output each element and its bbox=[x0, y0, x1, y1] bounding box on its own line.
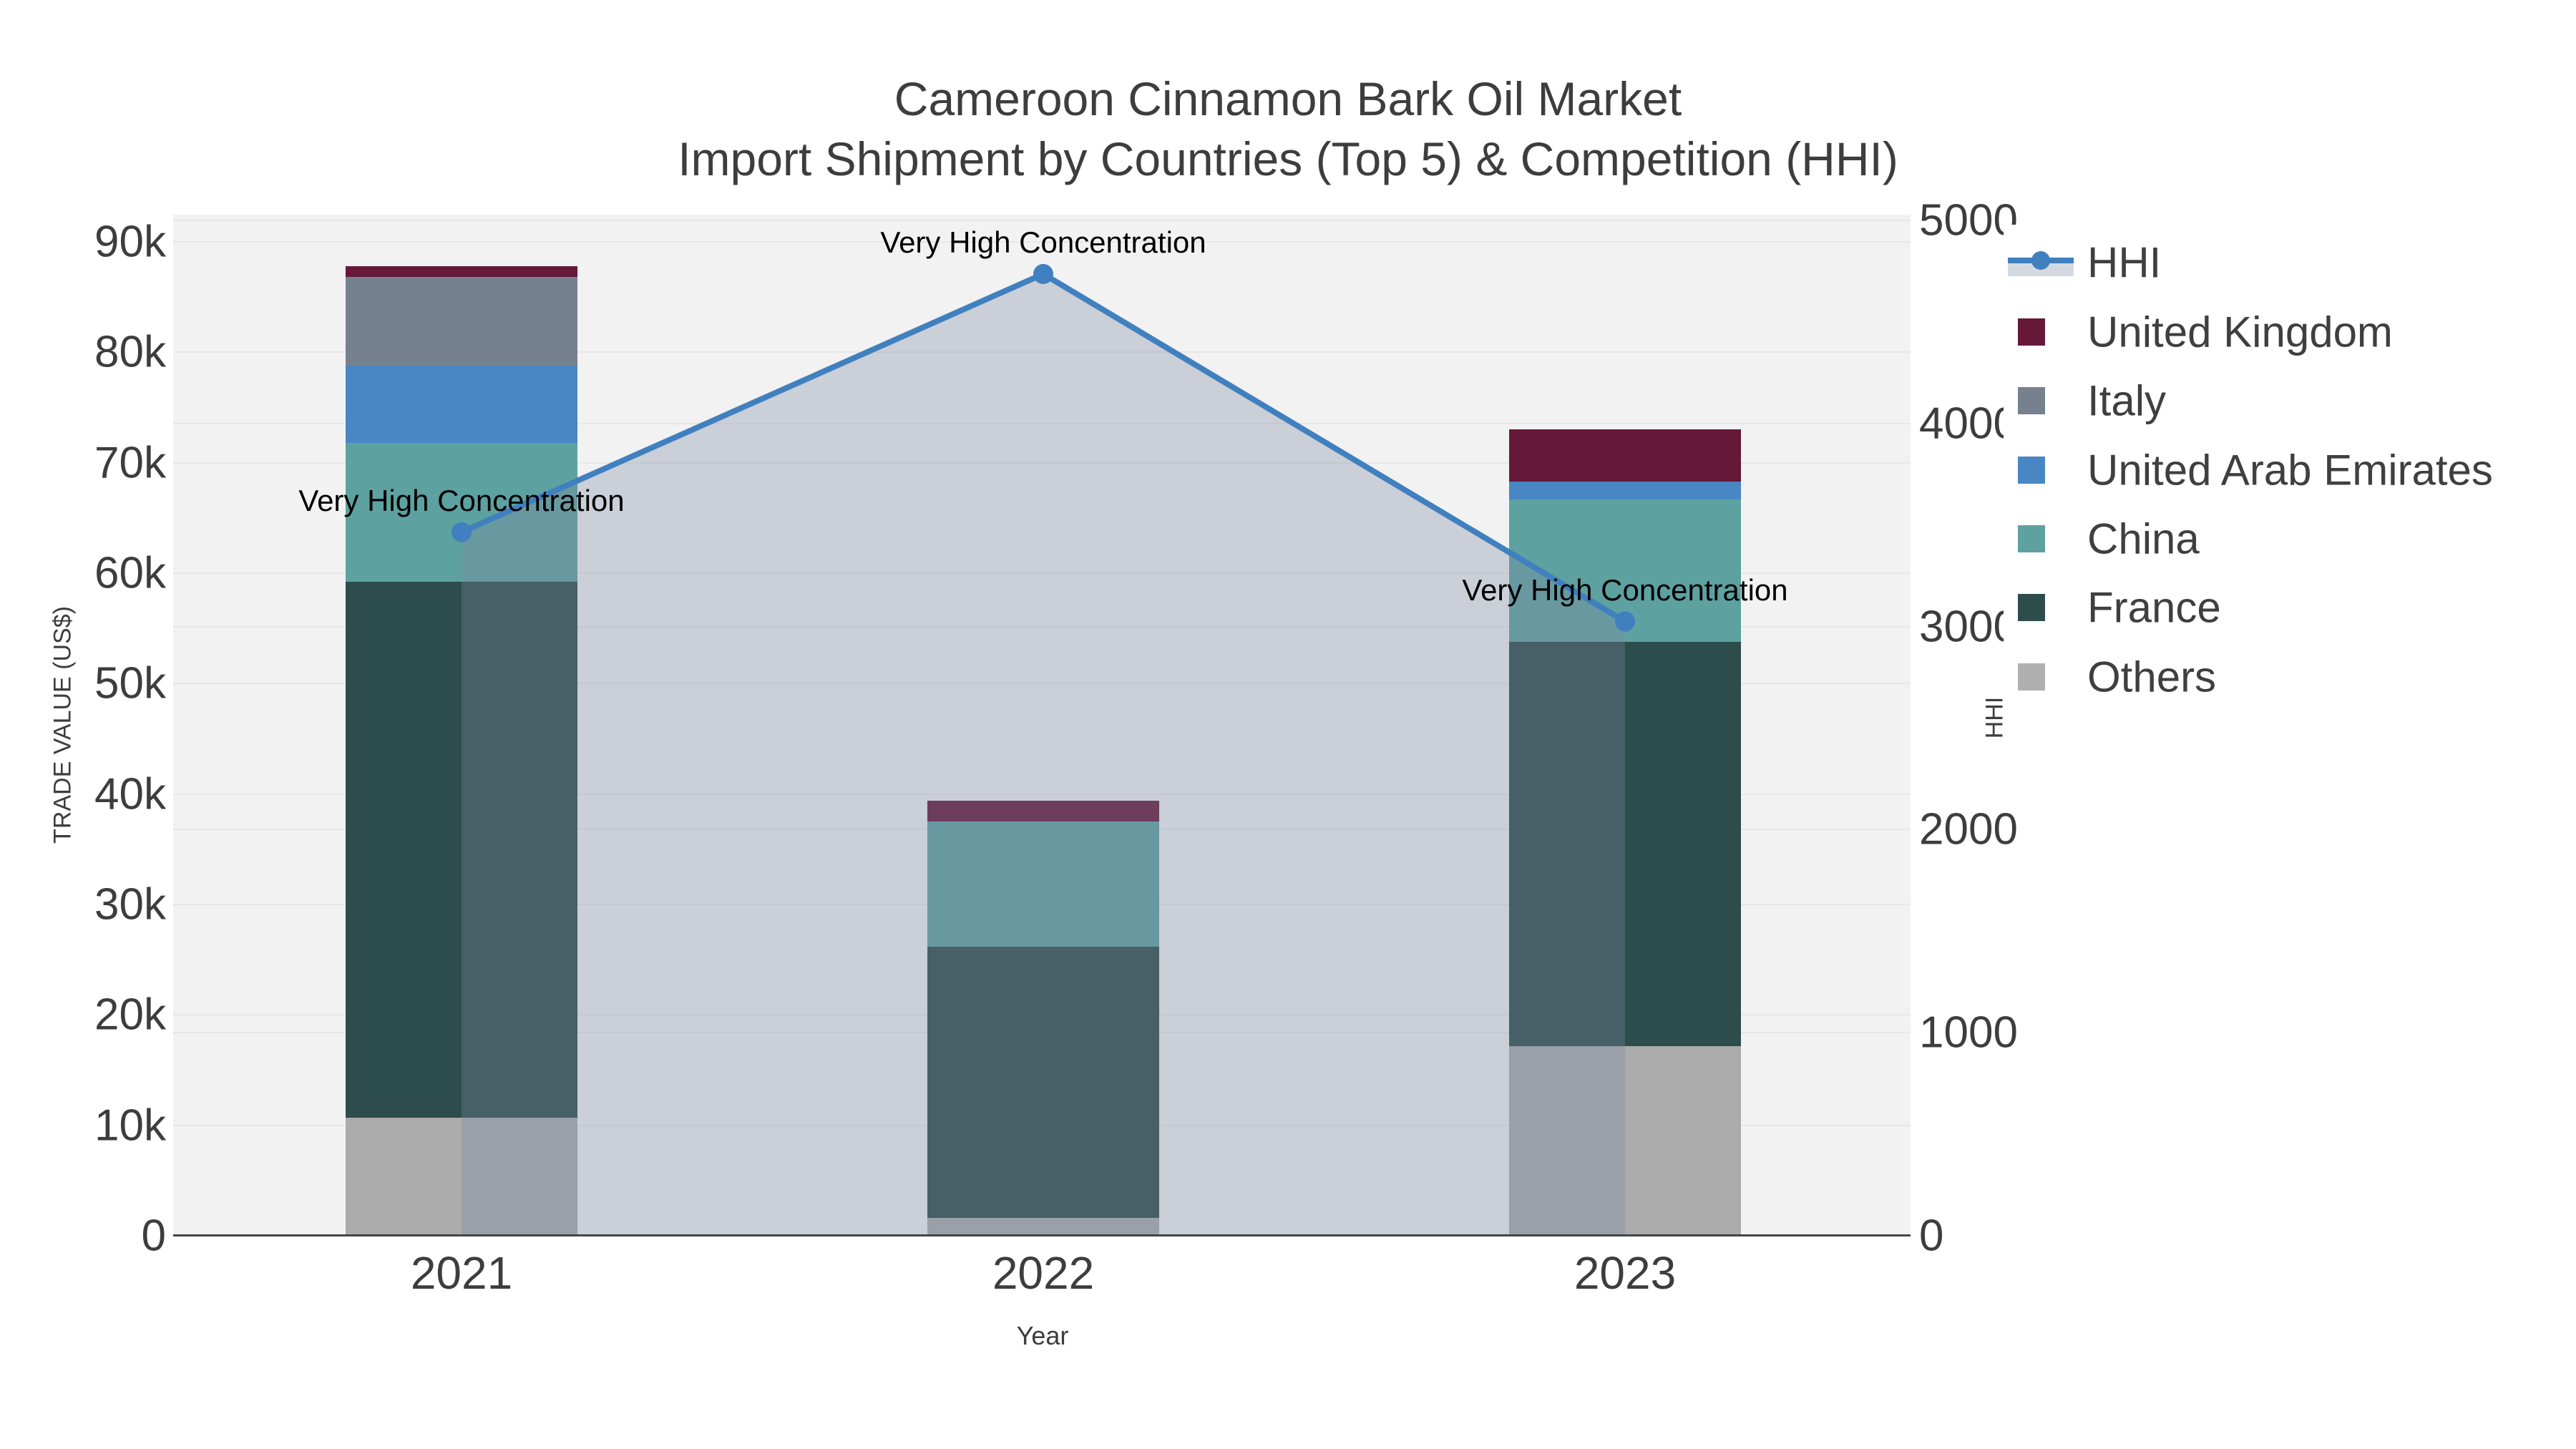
bar-segment-united-kingdom bbox=[1509, 429, 1741, 482]
legend-color-swatch bbox=[2018, 457, 2045, 484]
y-left-tick-label: 10k bbox=[94, 1101, 166, 1151]
x-tick-label: 2021 bbox=[410, 1247, 513, 1299]
y-left-tick-label: 50k bbox=[94, 658, 166, 708]
y-left-tick-label: 20k bbox=[94, 990, 166, 1040]
gridline-trade-value bbox=[173, 572, 1911, 574]
bar-segment-china bbox=[927, 821, 1159, 947]
y-left-tick-label: 70k bbox=[94, 438, 166, 488]
hhi-marker bbox=[1033, 263, 1053, 284]
y-right-tick-label: 3000 bbox=[1919, 602, 2018, 652]
bar-segment-others bbox=[1509, 1045, 1741, 1236]
y-left-tick-label: 0 bbox=[141, 1211, 166, 1261]
gridline-trade-value bbox=[173, 351, 1911, 353]
y-right-tick-label: 4000 bbox=[1919, 399, 2018, 449]
x-axis-spine bbox=[173, 1234, 1911, 1236]
hhi-area-fill bbox=[462, 273, 1625, 1236]
gridline-hhi bbox=[173, 625, 1911, 628]
gridline-hhi bbox=[173, 422, 1911, 424]
bar-segment-united-arab-emirates bbox=[1509, 481, 1741, 499]
legend-item-china[interactable]: China bbox=[2004, 504, 2576, 573]
bar-segment-china bbox=[346, 442, 577, 582]
annotation-very-high-concentration: Very High Concentration bbox=[1462, 572, 1788, 607]
legend-item-label: HHI bbox=[2087, 238, 2162, 287]
chart-title-line1: Cameroon Cinnamon Bark Oil Market bbox=[894, 72, 1682, 125]
chart-title-line2: Import Shipment by Countries (Top 5) & C… bbox=[678, 132, 1898, 185]
bar-segment-italy bbox=[346, 277, 577, 366]
y-left-tick-label: 30k bbox=[94, 879, 166, 930]
y-left-tick-label: 80k bbox=[94, 327, 166, 377]
hhi-marker bbox=[452, 522, 472, 542]
bar-segment-united-kingdom bbox=[927, 800, 1159, 822]
legend-item-united-kingdom[interactable]: United Kingdom bbox=[2004, 298, 2576, 366]
legend-item-label: United Kingdom bbox=[2087, 308, 2393, 356]
legend-item-label: Others bbox=[2087, 653, 2217, 701]
legend: HHI United Kingdom Italy United Arab Emirat… bbox=[2004, 225, 2576, 718]
legend-item-hhi[interactable]: HHI bbox=[2004, 228, 2576, 297]
y-right-tick-label: 5000 bbox=[1919, 195, 2018, 245]
legend-item-others[interactable]: Others bbox=[2004, 643, 2576, 711]
bar-segment-united-kingdom bbox=[346, 265, 577, 278]
legend-item-france[interactable]: France bbox=[2004, 573, 2576, 642]
bar-segment-france bbox=[346, 582, 577, 1118]
legend-item-label: France bbox=[2087, 583, 2221, 632]
legend-item-label: Italy bbox=[2087, 376, 2167, 425]
y-left-tick-label: 60k bbox=[94, 548, 166, 598]
legend-item-united-arab-emirates[interactable]: United Arab Emirates bbox=[2004, 436, 2576, 504]
annotation-very-high-concentration: Very High Concentration bbox=[298, 483, 625, 517]
bar-segment-united-arab-emirates bbox=[346, 365, 577, 443]
legend-item-label: United Arab Emirates bbox=[2087, 446, 2493, 494]
legend-hhi-marker-dot bbox=[2031, 251, 2050, 270]
bar-segment-france bbox=[927, 946, 1159, 1219]
gridline-hhi bbox=[173, 220, 1911, 221]
gridline-trade-value bbox=[173, 793, 1911, 795]
legend-color-swatch bbox=[2018, 594, 2045, 621]
y-right-tick-label: 0 bbox=[1919, 1211, 1944, 1261]
bar-segment-others bbox=[927, 1218, 1159, 1236]
y-left-tick-label: 40k bbox=[94, 769, 166, 819]
legend-color-swatch bbox=[2018, 525, 2045, 552]
x-tick-label: 2022 bbox=[992, 1247, 1095, 1299]
y-right-tick-label: 1000 bbox=[1919, 1008, 2018, 1058]
legend-color-swatch bbox=[2018, 387, 2045, 414]
legend-item-italy[interactable]: Italy bbox=[2004, 366, 2576, 435]
gridline-trade-value bbox=[173, 462, 1911, 464]
bar-segment-france bbox=[1509, 641, 1741, 1046]
legend-color-swatch bbox=[2018, 663, 2045, 691]
gridline-trade-value bbox=[173, 241, 1911, 243]
y-right-tick-label: 2000 bbox=[1919, 804, 2018, 854]
gridline-trade-value bbox=[173, 683, 1911, 685]
hhi-marker bbox=[1615, 611, 1635, 632]
legend-color-swatch bbox=[2018, 318, 2045, 346]
chart-title: Cameroon Cinnamon Bark Oil Market Import… bbox=[0, 69, 2576, 189]
x-tick-label: 2023 bbox=[1574, 1247, 1677, 1299]
y-axis-left-title: TRADE VALUE (US$) bbox=[49, 606, 77, 844]
y-left-tick-label: 90k bbox=[94, 217, 166, 267]
legend-item-label: China bbox=[2087, 514, 2200, 563]
x-axis-title: Year bbox=[1016, 1321, 1069, 1350]
annotation-very-high-concentration: Very High Concentration bbox=[880, 225, 1206, 259]
bar-segment-others bbox=[346, 1117, 577, 1236]
legend-hhi-line-swatch bbox=[2008, 247, 2074, 278]
